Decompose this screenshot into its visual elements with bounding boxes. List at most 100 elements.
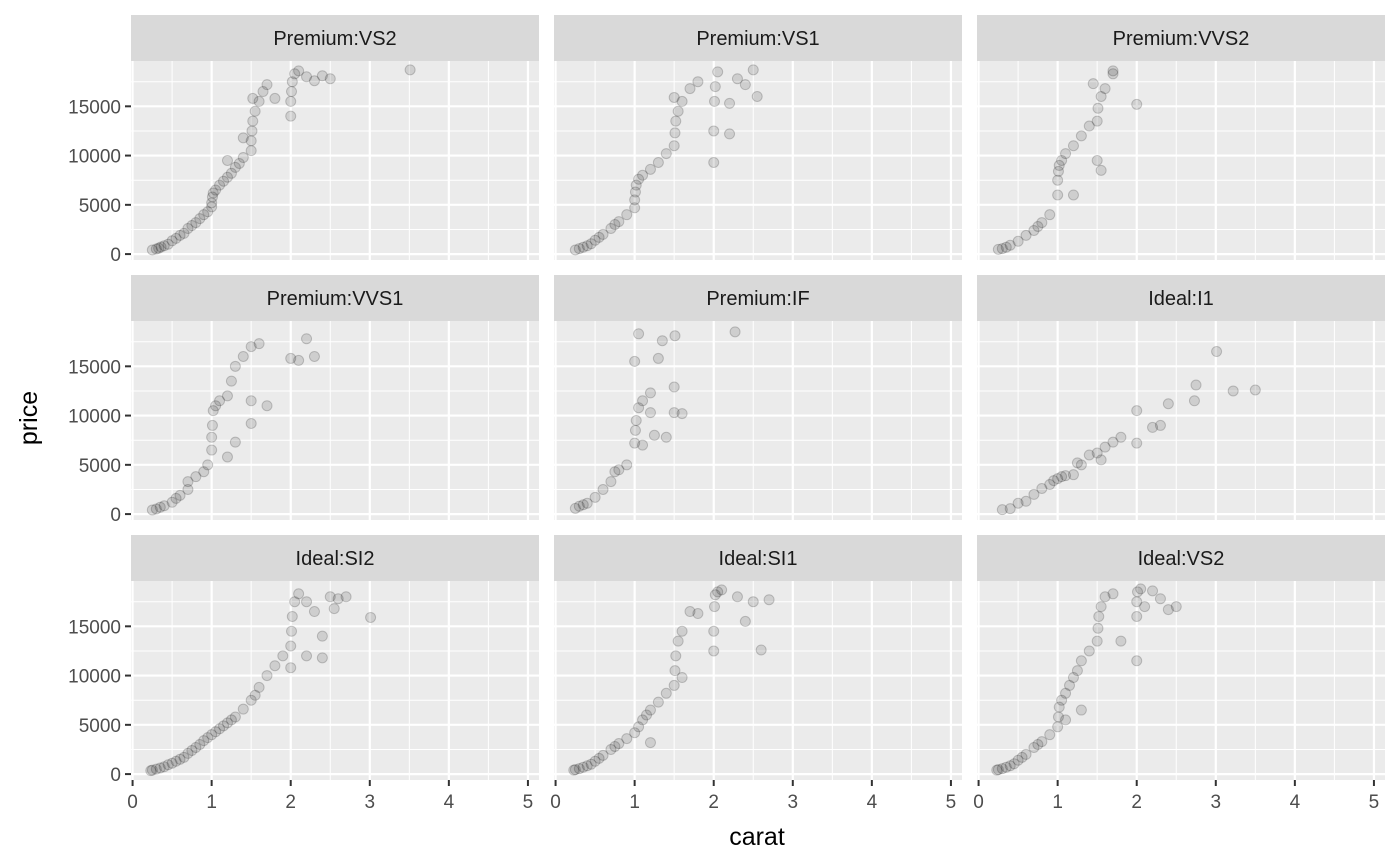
plot-panel-background [131, 581, 539, 780]
data-point [739, 615, 751, 627]
data-point [182, 483, 194, 495]
x-tick-label: 2 [708, 792, 719, 813]
data-point [289, 68, 301, 80]
data-point [668, 91, 680, 103]
data-point [316, 70, 328, 82]
x-tick-label: 1 [629, 792, 640, 813]
data-point [660, 431, 672, 443]
data-point [166, 757, 178, 769]
data-point [637, 395, 649, 407]
data-point [229, 360, 241, 372]
data-point [221, 451, 233, 463]
data-point [246, 125, 258, 137]
data-point [1162, 398, 1174, 410]
data-point [629, 437, 641, 449]
data-point [154, 762, 166, 774]
data-point [1154, 419, 1166, 431]
data-point [285, 640, 297, 652]
x-tick-label: 3 [365, 792, 376, 813]
data-point [684, 83, 696, 95]
data-point [218, 720, 230, 732]
data-point [568, 764, 580, 776]
data-point [214, 179, 226, 191]
data-point [1028, 224, 1040, 236]
facet-panel: Ideal:SI2 [131, 535, 539, 780]
data-point [637, 169, 649, 181]
facet-panel: Ideal:VS2 [977, 535, 1385, 780]
y-tick-label: 10000 [68, 407, 121, 428]
data-point [1004, 239, 1016, 251]
data-point [676, 672, 688, 684]
data-point [293, 588, 305, 600]
data-point [174, 229, 186, 241]
data-point [1131, 437, 1143, 449]
data-point [660, 687, 672, 699]
data-point [324, 73, 336, 85]
facet-strip [554, 275, 962, 321]
data-point [1067, 140, 1079, 152]
facet-strip [977, 275, 1385, 321]
data-point [676, 95, 688, 107]
data-point [644, 704, 656, 716]
data-point [597, 483, 609, 495]
data-point [670, 650, 682, 662]
data-point [573, 763, 585, 775]
data-point [206, 444, 218, 456]
data-point [630, 179, 642, 191]
data-point [1095, 454, 1107, 466]
plot-panel-background [977, 321, 1385, 520]
data-point [221, 155, 233, 166]
data-point [1044, 729, 1056, 741]
data-point [589, 491, 601, 503]
data-point [1067, 672, 1079, 684]
facet-strip-label: Premium:VS1 [696, 28, 819, 50]
data-point [991, 764, 1003, 776]
y-axis-title: price [15, 391, 43, 445]
data-point [739, 79, 751, 91]
data-point [237, 132, 249, 144]
data-point [641, 709, 653, 721]
data-point [1048, 475, 1060, 487]
plot-panel-background [131, 321, 539, 520]
data-point [365, 611, 377, 623]
data-point [1115, 431, 1127, 443]
data-point [1099, 83, 1111, 95]
data-point [1044, 479, 1056, 491]
data-point [1060, 148, 1072, 160]
data-point [1139, 601, 1151, 613]
data-point [1083, 120, 1095, 132]
facet-strip-label: Ideal:SI2 [296, 548, 375, 570]
data-point [150, 243, 162, 255]
data-point [1154, 593, 1166, 605]
data-point [676, 625, 688, 637]
data-point [207, 405, 219, 417]
data-point [589, 755, 601, 767]
data-point [194, 213, 206, 225]
data-point [724, 128, 736, 140]
data-point [210, 184, 222, 196]
data-point [669, 665, 681, 677]
data-point [1107, 68, 1119, 80]
data-point [186, 744, 198, 756]
data-point [569, 244, 581, 256]
data-point [1131, 596, 1143, 608]
data-point [249, 105, 261, 117]
data-point [166, 496, 178, 508]
data-point [1052, 189, 1064, 201]
data-point [225, 375, 237, 387]
data-point [286, 610, 298, 622]
data-point [1067, 469, 1079, 481]
data-point [257, 86, 269, 98]
data-point [245, 694, 257, 706]
data-point [637, 714, 649, 726]
data-point [214, 395, 226, 407]
data-point [605, 476, 617, 488]
data-point [569, 764, 581, 776]
data-point [1188, 395, 1200, 407]
data-point [1071, 457, 1083, 469]
data-point [237, 703, 249, 715]
facet-strip-label: Ideal:SI1 [719, 548, 798, 570]
data-point [1044, 209, 1056, 221]
data-point [656, 335, 668, 347]
data-point [261, 79, 273, 91]
